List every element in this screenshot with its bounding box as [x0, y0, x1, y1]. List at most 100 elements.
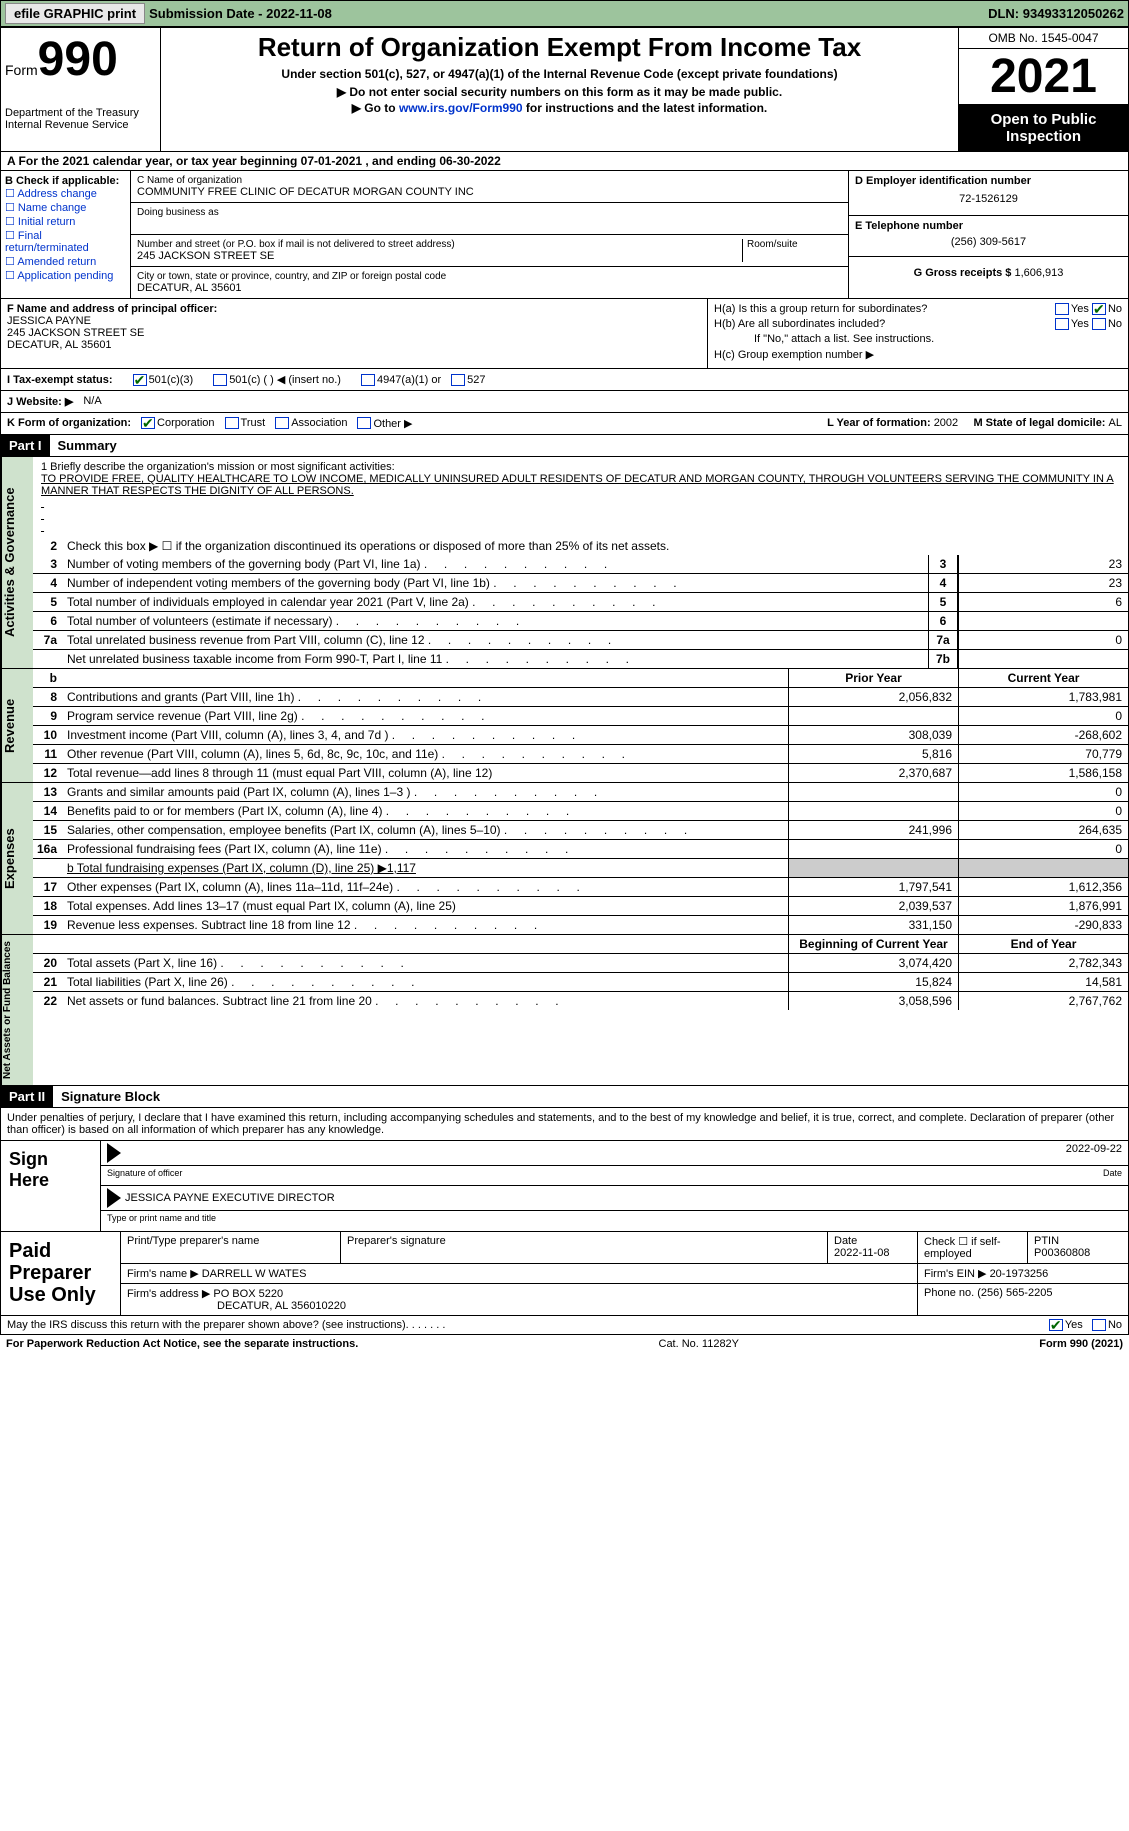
- line-7b: Net unrelated business taxable income fr…: [33, 650, 1128, 668]
- prep-label: Paid Preparer Use Only: [1, 1232, 121, 1315]
- line-7a: 7aTotal unrelated business revenue from …: [33, 631, 1128, 650]
- chk-4947[interactable]: [361, 374, 375, 386]
- title: Return of Organization Exempt From Incom…: [165, 32, 954, 63]
- col-f: F Name and address of principal officer:…: [1, 299, 708, 368]
- sign-here: Sign Here 2022-09-22 Signature of office…: [0, 1141, 1129, 1232]
- line-13: 13Grants and similar amounts paid (Part …: [33, 783, 1128, 802]
- irs-link[interactable]: www.irs.gov/Form990: [399, 101, 523, 115]
- chk-501c3[interactable]: [133, 374, 147, 386]
- col-d: D Employer identification number72-15261…: [848, 171, 1128, 298]
- prep-self-employed: Check ☐ if self-employed: [918, 1232, 1028, 1263]
- kl: L Year of formation: 2002 M State of leg…: [827, 417, 1122, 430]
- paid-preparer: Paid Preparer Use Only Print/Type prepar…: [0, 1232, 1129, 1316]
- tel-box: E Telephone number(256) 309-5617: [849, 216, 1128, 257]
- footer-cat: Cat. No. 11282Y: [659, 1338, 740, 1350]
- street-box: Number and street (or P.O. box if mail i…: [131, 235, 848, 267]
- rev-hdr: bPrior YearCurrent Year: [33, 669, 1128, 688]
- chk-name[interactable]: ☐ Name change: [5, 201, 126, 214]
- hb-note: If "No," attach a list. See instructions…: [714, 333, 1122, 345]
- line-18: 18Total expenses. Add lines 13–17 (must …: [33, 897, 1128, 916]
- city: DECATUR, AL 35601: [137, 282, 842, 294]
- sig-line: 2022-09-22: [101, 1141, 1128, 1166]
- ha-yes[interactable]: [1055, 303, 1069, 315]
- chk-trust[interactable]: [225, 417, 239, 429]
- form-label: Form: [5, 62, 38, 78]
- omb: OMB No. 1545-0047: [959, 28, 1128, 49]
- org-name-box: C Name of organization COMMUNITY FREE CL…: [131, 171, 848, 203]
- dept: Department of the Treasury: [5, 107, 156, 119]
- tel: (256) 309-5617: [855, 232, 1122, 252]
- header: Form990 Department of the Treasury Inter…: [0, 27, 1129, 152]
- header-center: Return of Organization Exempt From Incom…: [161, 28, 958, 151]
- dln: DLN: 93493312050262: [988, 6, 1124, 21]
- note2: ▶ Go to www.irs.gov/Form990 for instruct…: [165, 101, 954, 115]
- line-11: 11Other revenue (Part VIII, column (A), …: [33, 745, 1128, 764]
- prep-ptin: P00360808: [1034, 1247, 1090, 1259]
- line-8: 8Contributions and grants (Part VIII, li…: [33, 688, 1128, 707]
- sig-declaration: Under penalties of perjury, I declare th…: [0, 1108, 1129, 1141]
- ha: H(a) Is this a group return for subordin…: [714, 303, 1122, 315]
- discuss-yes[interactable]: [1049, 1319, 1063, 1331]
- chk-527[interactable]: [451, 374, 465, 386]
- sign-here-label: Sign Here: [1, 1141, 101, 1231]
- footer-left: For Paperwork Reduction Act Notice, see …: [6, 1338, 358, 1350]
- arrow-icon: [107, 1143, 121, 1163]
- chk-pending[interactable]: ☐ Application pending: [5, 269, 126, 282]
- row-i: I Tax-exempt status: 501(c)(3) 501(c) ( …: [0, 369, 1129, 391]
- chk-501c[interactable]: [213, 374, 227, 386]
- ein: 72-1526129: [855, 187, 1122, 211]
- gross-box: G Gross receipts $ 1,606,913: [849, 257, 1128, 283]
- line-19: 19Revenue less expenses. Subtract line 1…: [33, 916, 1128, 934]
- line-12: 12Total revenue—add lines 8 through 11 (…: [33, 764, 1128, 782]
- prep-addr: PO BOX 5220: [213, 1288, 283, 1300]
- sec-expenses: Expenses 13Grants and similar amounts pa…: [0, 783, 1129, 935]
- sig-labels: Signature of officerDate: [101, 1166, 1128, 1186]
- efile-button[interactable]: efile GRAPHIC print: [5, 3, 145, 24]
- footer: For Paperwork Reduction Act Notice, see …: [0, 1335, 1129, 1353]
- city-box: City or town, state or province, country…: [131, 267, 848, 298]
- chk-address[interactable]: ☐ Address change: [5, 187, 126, 200]
- chk-initial[interactable]: ☐ Initial return: [5, 215, 126, 228]
- chk-final[interactable]: ☐ Final return/terminated: [5, 229, 126, 254]
- row-j: J Website: ▶N/A: [0, 391, 1129, 413]
- tab-expenses: Expenses: [1, 783, 33, 934]
- line-2: 2Check this box ▶ ☐ if the organization …: [33, 537, 1128, 555]
- chk-other[interactable]: [357, 417, 371, 429]
- header-left: Form990 Department of the Treasury Inter…: [1, 28, 161, 151]
- ha-no[interactable]: [1092, 303, 1106, 315]
- chk-amended[interactable]: ☐ Amended return: [5, 255, 126, 268]
- line-15: 15Salaries, other compensation, employee…: [33, 821, 1128, 840]
- line-20: 20Total assets (Part X, line 16)3,074,42…: [33, 954, 1128, 973]
- line-21: 21Total liabilities (Part X, line 26)15,…: [33, 973, 1128, 992]
- hb-yes[interactable]: [1055, 318, 1069, 330]
- tab-netassets: Net Assets or Fund Balances: [1, 935, 33, 1085]
- prep-phone: (256) 565-2205: [977, 1287, 1052, 1299]
- hc: H(c) Group exemption number ▶: [714, 348, 1122, 361]
- topbar: efile GRAPHIC print Submission Date - 20…: [0, 0, 1129, 27]
- col-b: B Check if applicable: ☐ Address change …: [1, 171, 131, 298]
- discuss-row: May the IRS discuss this return with the…: [0, 1316, 1129, 1335]
- line-9: 9Program service revenue (Part VIII, lin…: [33, 707, 1128, 726]
- section-bcd: B Check if applicable: ☐ Address change …: [0, 171, 1129, 299]
- row-fh: F Name and address of principal officer:…: [0, 299, 1129, 369]
- arrow-icon: [107, 1188, 121, 1208]
- subdate-label: Submission Date - 2022-11-08: [149, 6, 332, 21]
- mission-text: TO PROVIDE FREE, QUALITY HEALTHCARE TO L…: [41, 473, 1120, 497]
- hb: H(b) Are all subordinates included? Yes …: [714, 318, 1122, 330]
- prep-firm: DARRELL W WATES: [202, 1268, 307, 1280]
- prep-row2: Firm's name ▶ DARRELL W WATES Firm's EIN…: [121, 1264, 1128, 1284]
- prep-row1: Print/Type preparer's name Preparer's si…: [121, 1232, 1128, 1264]
- line-3: 3Number of voting members of the governi…: [33, 555, 1128, 574]
- hb-no[interactable]: [1092, 318, 1106, 330]
- chk-assoc[interactable]: [275, 417, 289, 429]
- sig-name-line: JESSICA PAYNE EXECUTIVE DIRECTOR: [101, 1186, 1128, 1211]
- chk-corp[interactable]: [141, 417, 155, 429]
- sec-netassets: Net Assets or Fund Balances Beginning of…: [0, 935, 1129, 1086]
- gross: 1,606,913: [1014, 267, 1063, 279]
- tax-year: 2021: [959, 49, 1128, 105]
- subtitle: Under section 501(c), 527, or 4947(a)(1)…: [165, 67, 954, 81]
- line-5: 5Total number of individuals employed in…: [33, 593, 1128, 612]
- discuss-no[interactable]: [1092, 1319, 1106, 1331]
- prep-ein: 20-1973256: [990, 1268, 1049, 1280]
- row-k: K Form of organization: Corporation Trus…: [0, 413, 1129, 435]
